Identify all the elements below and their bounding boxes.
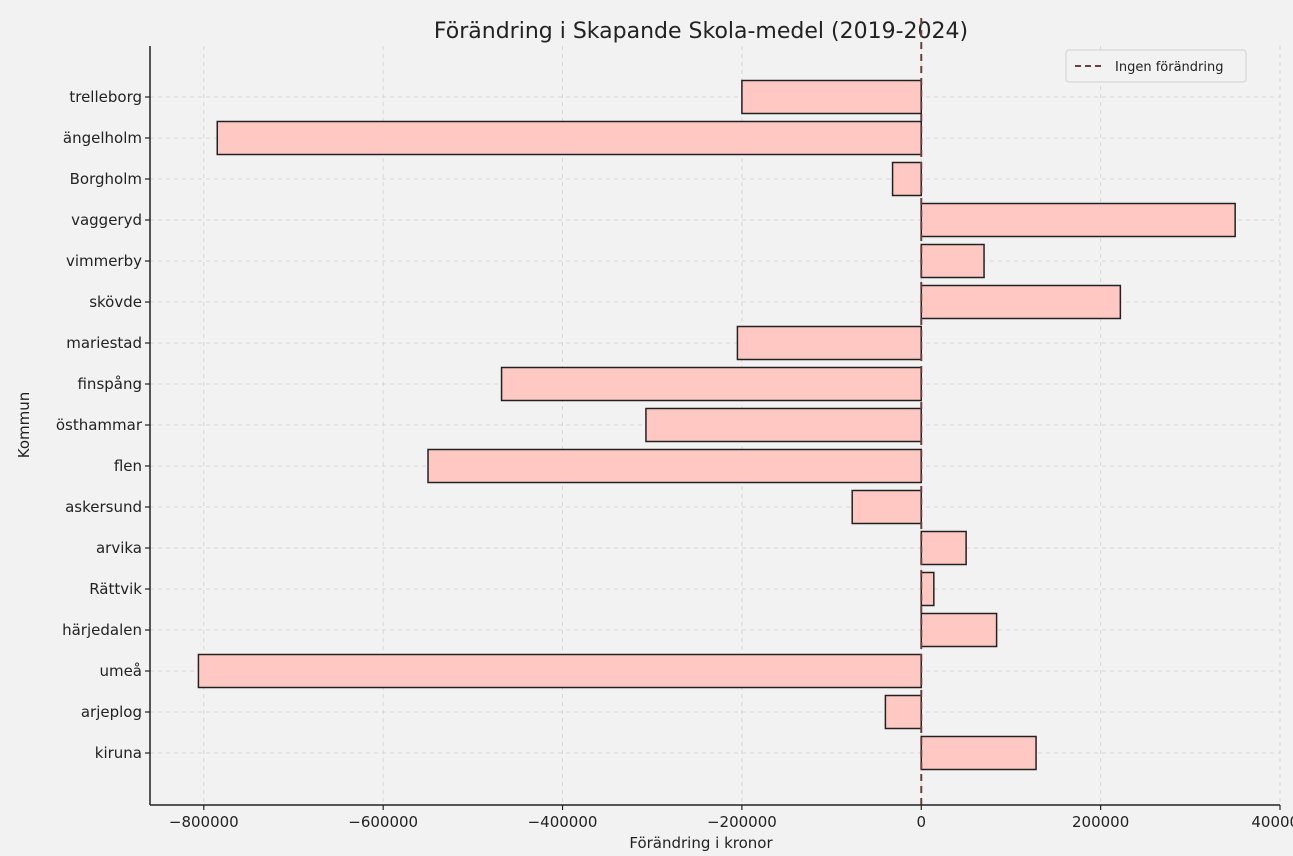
bar [645,407,923,443]
category-label: skövde [89,293,142,311]
category-label: umeå [99,662,142,680]
category-label: flen [114,457,142,475]
category-label: ängelholm [63,129,142,147]
bar [851,489,923,525]
category-label: mariestad [66,334,142,352]
chart-title: Förändring i Skapande Skola-medel (2019-… [434,19,968,44]
bar [920,530,967,566]
category-label: Rättvik [89,580,142,598]
x-tick-label: 400000 [1251,813,1293,831]
x-tick-label: 0 [916,813,926,831]
bar [920,202,1236,238]
bar [197,653,923,689]
x-tick-label: −200000 [707,813,777,831]
x-tick-label: −800000 [169,813,239,831]
category-label: härjedalen [62,621,142,639]
bar [741,79,923,115]
x-tick-label: −600000 [348,813,418,831]
bar [427,448,923,484]
x-axis-ticks: −800000 −600000 −400000 −200000 0 200000 40000… [169,805,1293,831]
y-axis-categories: trelleborg ängelholm Borgholm vaggeryd vimme… [56,88,150,762]
bar [736,325,923,361]
category-label: arjeplog [81,703,142,721]
x-axis-label: Förändring i kronor [629,834,773,852]
bar [500,366,923,402]
category-label: trelleborg [69,88,142,106]
bar [920,571,935,607]
category-label: vaggeryd [71,211,142,229]
bar [216,120,923,156]
y-axis-label: Kommun [15,392,33,459]
bar [884,694,923,730]
legend-label: Ingen förändring [1115,60,1223,75]
category-label: vimmerby [66,252,142,270]
x-tick-label: 200000 [1072,813,1129,831]
bar [891,161,923,197]
legend-box [1065,49,1247,83]
category-label: Borgholm [70,170,142,188]
category-label: finspång [77,375,142,393]
category-label: askersund [65,498,142,516]
legend: Ingen förändring [1065,49,1247,83]
bar [920,243,985,279]
x-tick-label: −400000 [528,813,598,831]
bar [920,612,998,648]
category-label: östhammar [56,416,143,434]
category-label: arvika [96,539,142,557]
bar [920,735,1037,771]
category-label: kiruna [95,744,142,762]
bar [920,284,1122,320]
